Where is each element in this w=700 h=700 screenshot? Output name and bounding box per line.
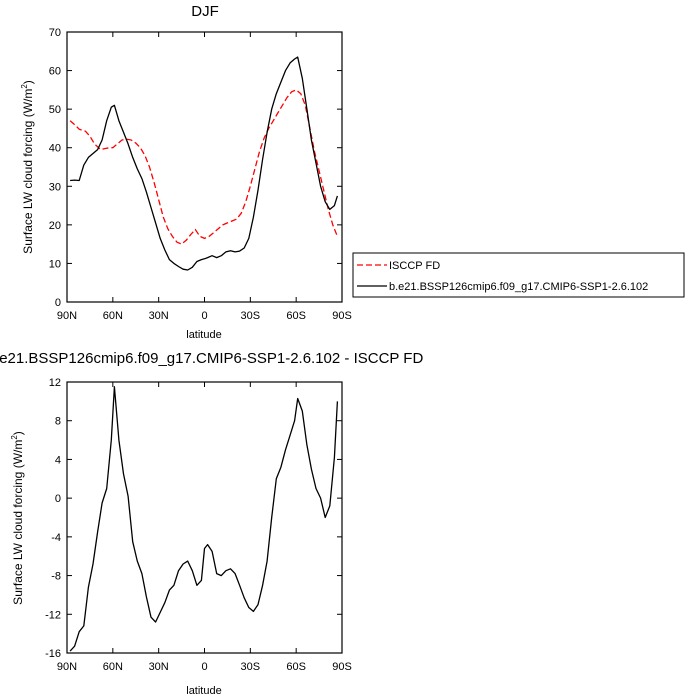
bottom-series-line-0 xyxy=(69,386,339,652)
top-xtick-label: 90N xyxy=(57,310,77,322)
bottom-ytick-label: -16 xyxy=(45,648,61,660)
bottom-plot-frame xyxy=(66,381,343,654)
bottom-panel: b.e21.BSSP126cmip6.f09_g17.CMIP6-SSP1-2.… xyxy=(0,350,423,697)
top-xtick-label: 0 xyxy=(201,310,207,322)
top-xtick-label: 60N xyxy=(103,310,123,322)
top-ytick-label: 30 xyxy=(49,181,61,193)
bottom-xtick-label: 30S xyxy=(241,661,261,673)
bottom-xtick-label: 60N xyxy=(103,661,123,673)
top-xtick-label: 90S xyxy=(332,310,352,322)
top-ytick-label: 0 xyxy=(55,297,61,309)
top-y-axis-label: Surface LW cloud forcing (W/m2) xyxy=(20,80,35,254)
bottom-y-axis-label: Surface LW cloud forcing (W/m2) xyxy=(10,431,25,605)
top-y-axis: 0 10 20 30 40 50 60 70 xyxy=(49,27,342,309)
top-x-axis-label: latitude xyxy=(186,329,221,341)
bottom-xtick-label: 30N xyxy=(149,661,169,673)
bottom-y-axis: -16 -12 -8 -4 0 4 8 12 xyxy=(45,377,342,660)
bottom-ytick-label: -12 xyxy=(45,609,61,621)
bottom-ytick-label: -8 xyxy=(51,571,61,583)
bottom-xtick-label: 90N xyxy=(57,661,77,673)
top-series-line-1 xyxy=(70,56,339,271)
top-ytick-label: 20 xyxy=(49,220,61,232)
bottom-plot-lines xyxy=(69,386,339,652)
top-xtick-label: 30S xyxy=(241,310,261,322)
legend-box xyxy=(352,252,685,298)
top-ytick-label: 60 xyxy=(49,66,61,78)
bottom-xtick-label: 90S xyxy=(332,661,352,673)
bottom-ytick-label: 12 xyxy=(49,377,61,389)
top-xtick-label: 60S xyxy=(286,310,306,322)
legend-label-model: b.e21.BSSP126cmip6.f09_g17.CMIP6-SSP1-2.… xyxy=(389,281,648,293)
top-ytick-label: 40 xyxy=(49,143,61,155)
bottom-ytick-label: 4 xyxy=(55,454,61,466)
bottom-x-axis-label: latitude xyxy=(186,685,221,697)
top-xtick-label: 30N xyxy=(149,310,169,322)
top-x-axis: 90N 60N 30N 0 30S 60S 90S xyxy=(57,32,352,322)
bottom-xtick-label: 60S xyxy=(286,661,306,673)
top-ytick-label: 10 xyxy=(49,258,61,270)
top-series-line-0 xyxy=(69,89,339,245)
bottom-x-axis: 90N 60N 30N 0 30S 60S 90S xyxy=(57,382,352,673)
bottom-xtick-label: 0 xyxy=(201,661,207,673)
legend: ISCCP FD b.e21.BSSP126cmip6.f09_g17.CMIP… xyxy=(352,252,685,298)
legend-label-isccp: ISCCP FD xyxy=(389,260,440,272)
top-plot-lines xyxy=(69,56,339,271)
bottom-ytick-label: 0 xyxy=(55,493,61,505)
top-ytick-label: 70 xyxy=(49,27,61,39)
bottom-ytick-label: -4 xyxy=(51,532,61,544)
bottom-chart-title: b.e21.BSSP126cmip6.f09_g17.CMIP6-SSP1-2.… xyxy=(0,350,423,367)
top-chart-title: DJF xyxy=(191,3,219,20)
top-ytick-label: 50 xyxy=(49,104,61,116)
bottom-ytick-label: 8 xyxy=(55,416,61,428)
